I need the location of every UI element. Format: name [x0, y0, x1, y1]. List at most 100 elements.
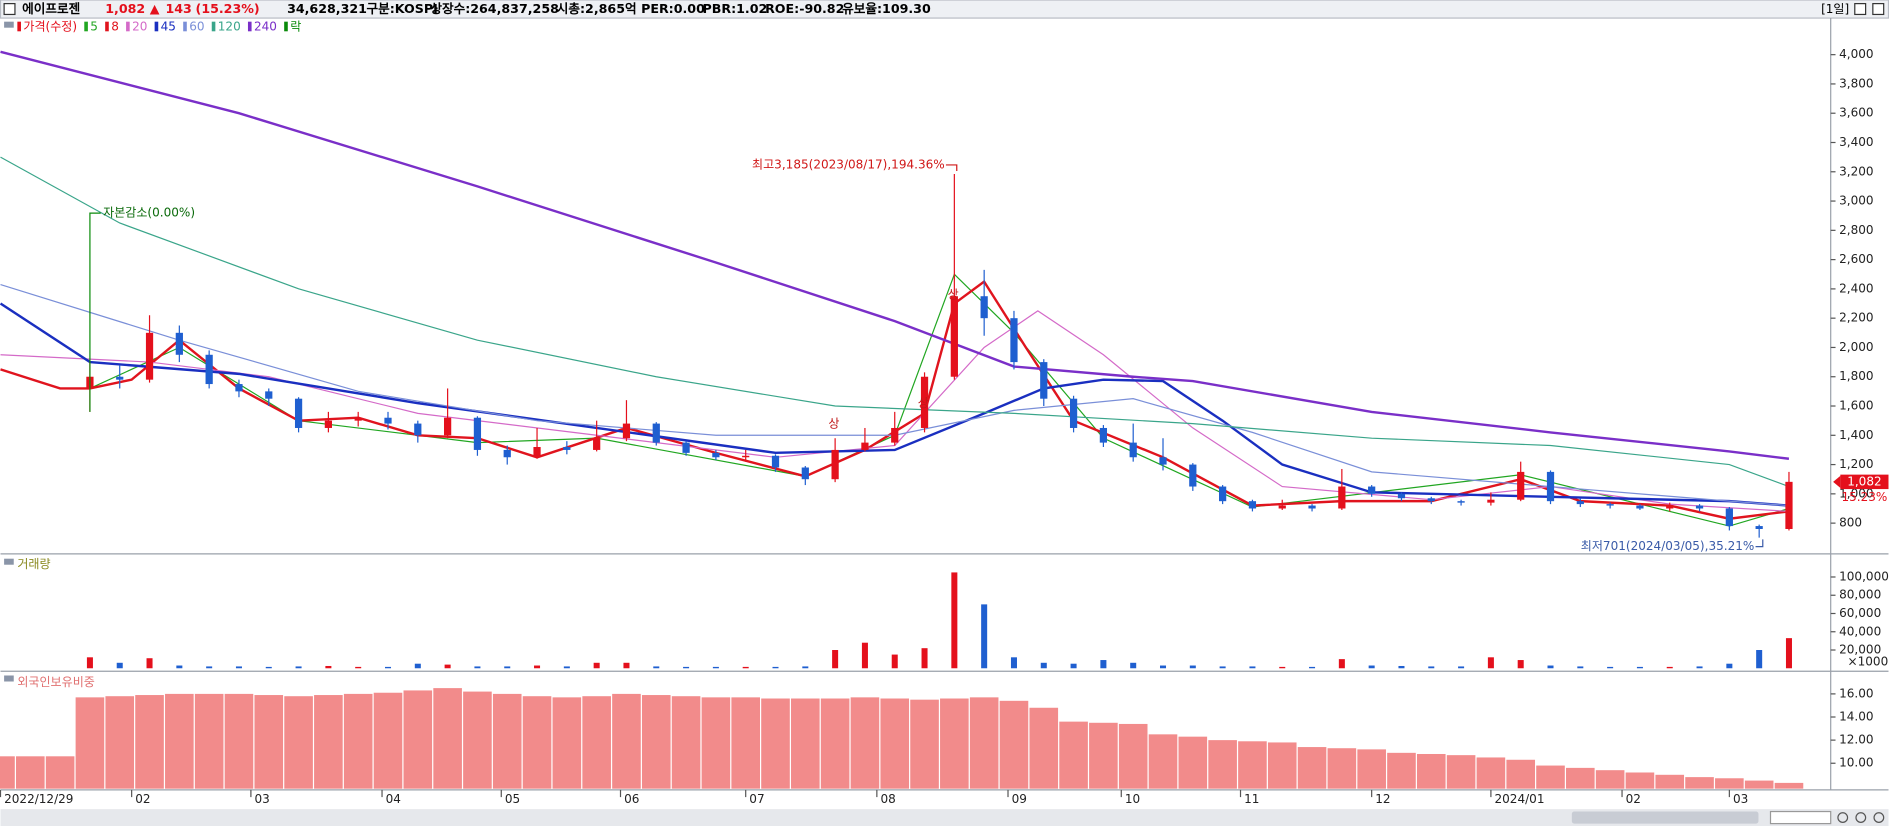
close-button[interactable] — [1872, 3, 1885, 16]
scroll-thumb[interactable] — [1571, 811, 1759, 824]
y-tick-label: 1,400 — [1839, 428, 1873, 442]
bar — [582, 696, 611, 789]
bar — [921, 648, 928, 669]
y-tick-label: 100,000 — [1839, 569, 1889, 583]
bar — [1428, 666, 1435, 669]
bar — [45, 756, 75, 789]
high-annotation: 최고3,185(2023/08/17),194.36% — [752, 157, 945, 171]
bar — [1189, 665, 1196, 669]
bar — [910, 699, 939, 789]
bar — [194, 693, 224, 789]
change-pct: (15.23%) — [196, 1, 260, 16]
bar — [850, 697, 880, 789]
reserve: 유보율:109.30 — [842, 1, 931, 16]
bar — [1398, 665, 1405, 669]
candle-body — [1725, 508, 1733, 527]
bar — [1059, 721, 1088, 789]
event-marker — [89, 212, 101, 412]
bar — [1685, 777, 1714, 789]
ma-line — [0, 50, 1790, 460]
candle-body — [980, 296, 988, 319]
y-tick-label: 16.00 — [1839, 686, 1873, 700]
bar — [880, 698, 910, 789]
market-cap: 시총:2,865억 — [557, 1, 637, 16]
legend-swatch — [247, 21, 252, 32]
candle-body — [1099, 427, 1108, 443]
candle-body — [920, 376, 929, 428]
y-tick-label: 2,000 — [1839, 340, 1873, 354]
bar — [1159, 665, 1167, 669]
bar — [1100, 660, 1107, 669]
period-button[interactable]: [1일] — [1821, 2, 1849, 16]
bar — [1208, 740, 1237, 789]
x-tick-label: 06 — [624, 792, 639, 806]
candle-body — [1457, 501, 1465, 503]
candle-body — [444, 417, 452, 436]
bar — [1744, 780, 1774, 789]
last-price-label: 1,082 — [1847, 474, 1881, 488]
bar — [731, 697, 760, 789]
panel-icon — [4, 675, 14, 682]
bar — [1338, 659, 1345, 669]
x-tick-label: 10 — [1125, 792, 1140, 806]
limit-up-mark: 상 — [918, 396, 929, 410]
zoom-reset[interactable] — [1873, 812, 1885, 823]
zoom-out[interactable] — [1837, 812, 1849, 823]
candle-body — [324, 420, 332, 428]
bar — [176, 665, 183, 669]
header-bar — [0, 0, 1889, 19]
x-tick-label: 09 — [1012, 792, 1027, 806]
window-button[interactable] — [1854, 3, 1867, 16]
last-price-box — [1840, 474, 1889, 490]
zoom-in[interactable] — [1855, 812, 1867, 823]
bar — [712, 666, 719, 669]
bar — [384, 666, 392, 669]
x-tick-label: 08 — [880, 792, 895, 806]
bar — [761, 698, 790, 789]
bar — [1595, 770, 1625, 789]
y-tick-label: 2,200 — [1839, 311, 1873, 325]
bar — [891, 654, 898, 669]
bar — [474, 666, 481, 669]
candle-body — [235, 384, 243, 392]
bar — [1118, 723, 1148, 789]
bar — [224, 693, 254, 789]
candle-body — [1278, 505, 1286, 509]
bar — [343, 693, 373, 789]
bar — [284, 696, 313, 789]
bar — [772, 666, 779, 669]
bar — [1029, 707, 1059, 789]
x-tick-label: 03 — [1733, 792, 1748, 806]
scrollbar[interactable] — [0, 809, 1889, 826]
bar — [1130, 662, 1137, 669]
bar — [981, 604, 988, 669]
range-slider[interactable] — [1769, 810, 1832, 825]
y-tick-label: 2,800 — [1839, 223, 1873, 237]
low-arrow — [1755, 539, 1764, 548]
x-tick-label: 02 — [135, 792, 150, 806]
high-arrow — [945, 164, 958, 171]
bar — [1040, 662, 1047, 669]
change-arrow: ▲ — [150, 1, 160, 16]
bar — [612, 693, 641, 789]
bar — [355, 666, 362, 669]
candle-body — [503, 449, 511, 458]
bar — [1010, 657, 1017, 669]
bar — [325, 665, 332, 669]
header-checkbox[interactable] — [3, 3, 16, 16]
bar — [1636, 666, 1643, 669]
bar — [742, 666, 749, 669]
legend-swatch — [105, 21, 109, 32]
bar — [1267, 742, 1297, 789]
bar — [146, 658, 153, 669]
legend-label: 120 — [218, 20, 241, 34]
candle-body — [533, 447, 541, 458]
candle-body — [1785, 481, 1793, 529]
y-tick-label: 1,000 — [1839, 486, 1873, 500]
y-tick-label: 20,000 — [1839, 643, 1881, 657]
y-tick-label: 1,800 — [1839, 369, 1873, 383]
bar — [444, 664, 451, 669]
bar — [492, 693, 522, 789]
legend-swatch — [154, 21, 159, 32]
panel-icon — [4, 558, 14, 565]
